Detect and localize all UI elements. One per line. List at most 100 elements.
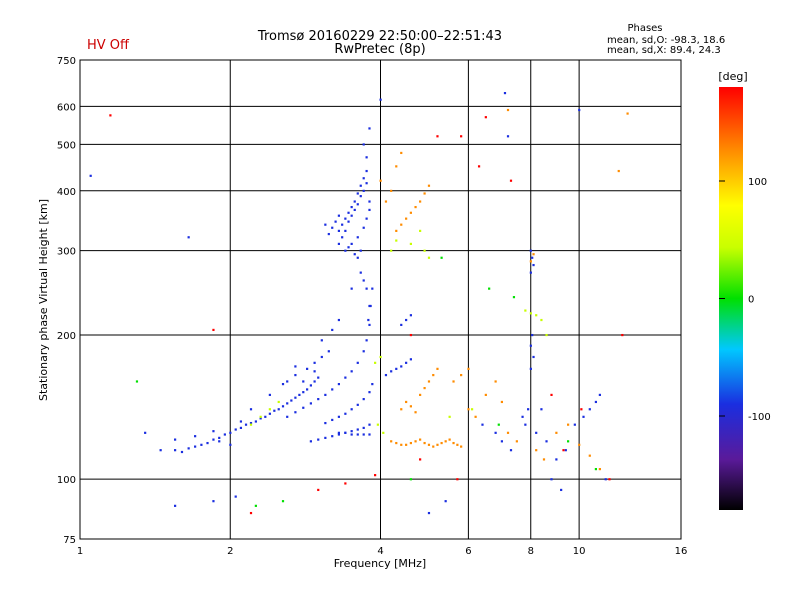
phase-stats-x: mean, sd,X: 89.4, 24.3 [607,45,721,56]
data-point [594,400,598,404]
data-point [249,423,253,426]
data-point [527,408,530,411]
data-point [440,441,443,445]
data-point [460,373,463,377]
data-point [395,229,398,232]
data-point [290,399,293,402]
data-point [337,415,341,418]
data-point [371,382,374,386]
data-point [419,229,422,232]
data-point [254,420,257,423]
data-point [294,373,297,377]
phase-title: Phases [627,23,662,34]
data-point [341,236,344,239]
data-point [371,287,374,290]
data-point [414,205,417,209]
data-point [524,309,527,312]
data-point [194,445,197,448]
data-point [409,441,412,445]
colorbar-label: [deg] [718,70,747,83]
data-point [344,412,347,415]
data-point [578,108,581,112]
data-point [409,405,412,408]
data-point [273,409,276,412]
data-point [419,438,422,441]
y-tick-label: 600 [57,102,76,113]
data-point [524,423,527,426]
data-point [159,449,162,452]
data-point [532,355,535,359]
data-point [444,440,447,443]
data-point [135,380,139,383]
data-point [350,408,353,411]
data-point [365,169,368,173]
data-point [313,361,316,364]
data-point [423,249,426,252]
data-point [239,420,243,423]
data-point [506,135,510,138]
data-point [229,431,232,434]
data-point [368,323,371,327]
data-point [344,431,347,434]
data-point [506,431,510,434]
data-point [331,418,334,422]
data-point [350,205,353,209]
data-point [448,415,451,418]
data-point [497,423,500,426]
data-point [379,179,382,182]
data-point [344,482,347,485]
data-point [365,287,368,290]
data-point [324,223,327,226]
data-point [494,431,497,434]
data-point [286,402,289,405]
data-point [249,408,253,411]
data-point [540,318,543,322]
data-point [302,406,305,409]
data-point [515,440,518,443]
data-point [368,127,371,130]
data-point [350,430,353,433]
data-point [218,436,221,439]
y-tick-label: 200 [57,331,76,342]
data-point [432,445,435,448]
data-point [337,382,341,386]
y-tick-label: 750 [57,56,76,67]
data-point [427,184,431,187]
data-point [347,211,350,214]
data-point [452,380,455,383]
data-point [384,200,388,203]
data-point [268,393,271,397]
data-point [400,151,403,155]
data-point [562,449,565,452]
data-point [337,433,341,436]
data-point [427,511,431,515]
data-point [368,423,371,426]
data-point [356,361,359,364]
data-point [582,415,585,418]
data-point [317,488,320,492]
data-point [212,430,215,433]
data-point [423,441,426,445]
y-tick-label: 75 [63,535,76,546]
x-tick-label: 2 [227,546,233,557]
data-point [529,367,532,370]
data-point [362,143,365,146]
data-point [223,433,226,436]
data-point [368,391,371,394]
data-point [89,174,92,177]
data-point [405,400,408,404]
data-point [362,426,365,430]
data-point [598,468,601,471]
data-point [344,217,347,220]
data-point [254,504,257,507]
data-point [419,200,422,203]
data-point [626,112,629,115]
data-point [532,263,535,267]
data-point [298,393,301,397]
data-point [302,380,305,383]
y-tick-label: 300 [57,247,76,258]
data-point [187,447,190,450]
data-point [194,435,197,438]
data-point [264,415,267,418]
data-point [427,443,431,446]
